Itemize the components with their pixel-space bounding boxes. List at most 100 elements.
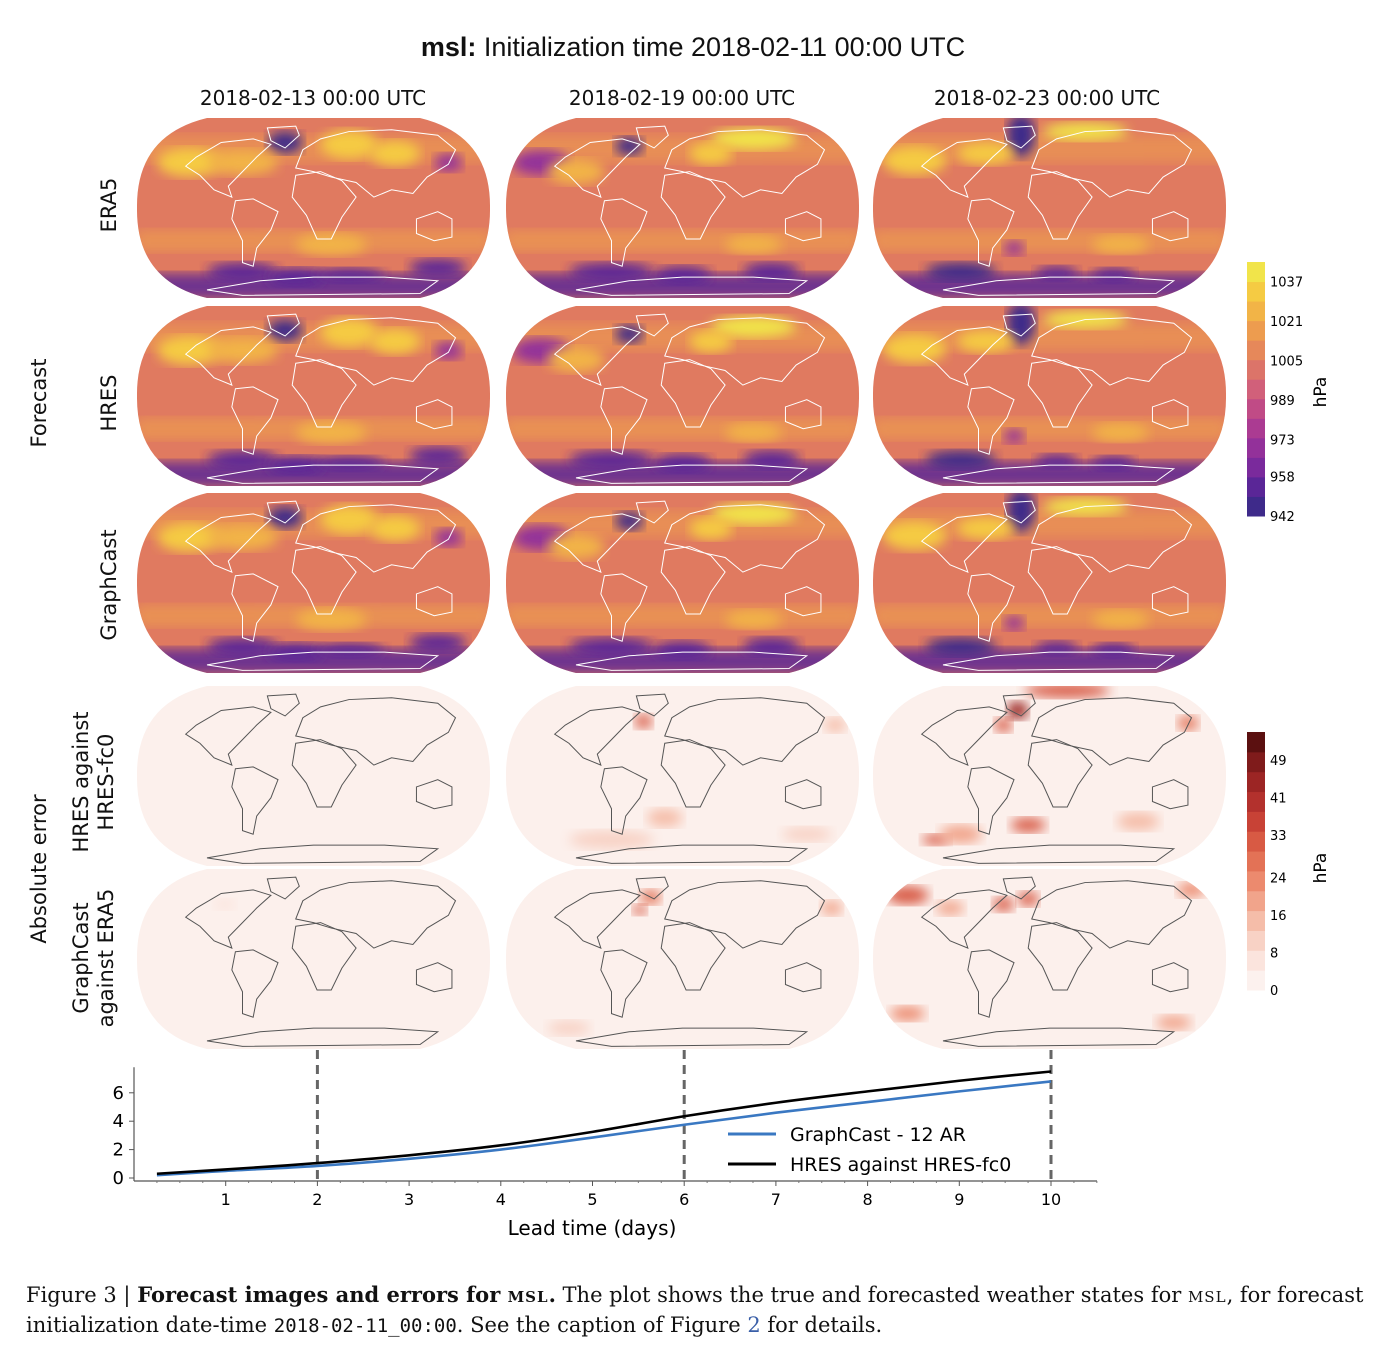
coastline [184,889,272,949]
field-anomaly [824,717,846,733]
coastline [920,513,1008,573]
error-map-r4-c2 [505,686,860,866]
colorbar-segment [1247,970,1265,991]
field-anomaly [547,1020,591,1036]
coastline [1002,125,1036,149]
colorbar-tick-label: 973 [1270,434,1295,449]
caption-variable-2: msl [1187,1283,1227,1307]
x-tick-label: 6 [679,1190,689,1209]
field-anomaly [267,268,325,287]
coastline [1151,779,1189,810]
colorbar-segment [1247,791,1265,812]
x-tick-label: 5 [587,1190,597,1209]
field-anomaly [725,423,782,442]
coastline [206,651,440,671]
y-tick-label: 2 [113,1140,124,1161]
row-label-graphcast-against-era5: GraphCast against ERA5 [69,883,121,1033]
row-label-line1: GraphCast [69,902,93,1014]
colorbar-segment [1247,437,1265,458]
field-anomaly [295,421,367,444]
field-anomaly [925,637,997,656]
column-title-3: 2018-02-23 00:00 UTC [933,86,1161,110]
coastline [184,513,272,573]
coastline [295,880,457,949]
field-anomaly [370,140,420,167]
field-anomaly [689,330,733,353]
coastline [231,573,279,642]
coastline [920,138,1008,198]
field-anomaly [1177,715,1199,731]
colorbar-tick-label: 1037 [1270,276,1303,291]
title-init-time: Initialization time 2018-02-11 00:00 UTC [476,32,966,62]
colorbar-segment [1247,496,1265,517]
coastline [184,138,272,198]
field-anomaly [568,450,655,469]
colorbar-segment [1247,457,1265,478]
field-anomaly [957,142,1014,165]
coastline [967,386,1015,455]
field-anomaly [320,129,378,159]
coastline [266,693,300,717]
colorbar-segment [1247,398,1265,419]
coastline [291,922,357,991]
row-label-line1: HRES against [69,711,93,853]
error-colorbar-unit: hPa [1311,853,1331,884]
field-anomaly [207,262,278,281]
coastline [1002,500,1036,524]
field-anomaly [742,637,800,656]
field-anomaly [1156,1015,1192,1030]
field-anomaly [547,346,605,373]
x-tick-label: 9 [954,1190,964,1209]
field-anomaly [615,137,644,156]
field-anomaly [1092,235,1149,254]
x-tick-label: 1 [221,1190,231,1209]
colorbar-segment [1247,890,1265,912]
coastline [942,1027,1176,1047]
y-tick-label: 0 [113,1168,124,1189]
coastline [1027,739,1093,808]
colorbar-segment [1247,340,1265,361]
coastline [784,962,822,993]
field-anomaly [1177,882,1206,898]
field-anomaly [267,643,325,662]
field-anomaly [882,146,947,176]
colorbar-tick-label: 958 [1270,471,1295,486]
field-anomaly [925,450,997,469]
coastline [1002,313,1036,337]
colorbar-segment [1247,870,1265,892]
series-line-graphcast [156,1080,1052,1177]
coastline [575,651,809,671]
caption-text-4: for details. [760,1313,883,1337]
field-anomaly [820,900,843,916]
field-anomaly [207,149,278,176]
row-label-line2: HRES-fc0 [94,733,119,831]
error-map-r5-c1 [136,869,491,1049]
coastline [660,359,726,428]
coastline [967,573,1015,642]
coastline [664,129,826,198]
field-anomaly [1006,701,1029,720]
field-anomaly [409,258,467,278]
field-anomaly [1017,891,1039,907]
caption-figure-link[interactable]: 2 [747,1313,761,1337]
field-anomaly [935,900,965,916]
field-anomaly [547,158,605,185]
x-tick-label: 4 [496,1190,506,1209]
forecast-map-r1-c2 [505,118,860,298]
coastline [784,779,822,810]
field-anomaly [1092,610,1149,629]
map-background [136,869,491,1049]
error-map-r5-c2 [505,869,860,1049]
coastline [664,504,826,573]
field-anomaly [409,446,467,466]
field-anomaly [267,131,303,154]
colorbar-segment [1247,359,1265,380]
field-anomaly [295,608,367,631]
colorbar-segment [1247,262,1265,283]
colorbar-tick-label: 24 [1270,871,1287,886]
coastline [553,138,641,198]
caption-text-2: , for forecast initialization date-time [26,1283,1364,1337]
field-anomaly [781,826,832,842]
field-anomaly [725,610,782,629]
coastline [206,1027,440,1047]
